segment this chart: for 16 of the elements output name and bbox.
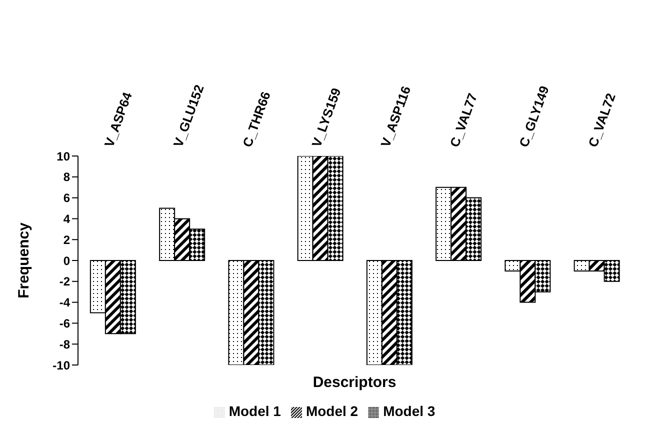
y-tick-label: 6	[63, 191, 70, 206]
legend-label: Model 3	[383, 403, 436, 419]
y-axis-title: Frequency	[15, 222, 32, 298]
y-tick-label: -10	[52, 358, 70, 372]
x-axis-title: Descriptors	[312, 374, 398, 391]
y-tick-label: -2	[59, 274, 70, 289]
y-tick-label: 4	[63, 212, 70, 226]
y-tick-label: 2	[63, 232, 70, 247]
y-tick-label: -6	[59, 316, 70, 330]
y-tick-label: 8	[63, 170, 70, 184]
y-tick-label: 0	[63, 254, 70, 268]
y-tick-label: 10	[56, 149, 70, 164]
y-tick-label: -4	[59, 296, 70, 310]
legend-label: Model 1	[228, 403, 281, 419]
legend-label: Model 2	[306, 403, 358, 419]
y-tick-label: -8	[59, 337, 70, 352]
